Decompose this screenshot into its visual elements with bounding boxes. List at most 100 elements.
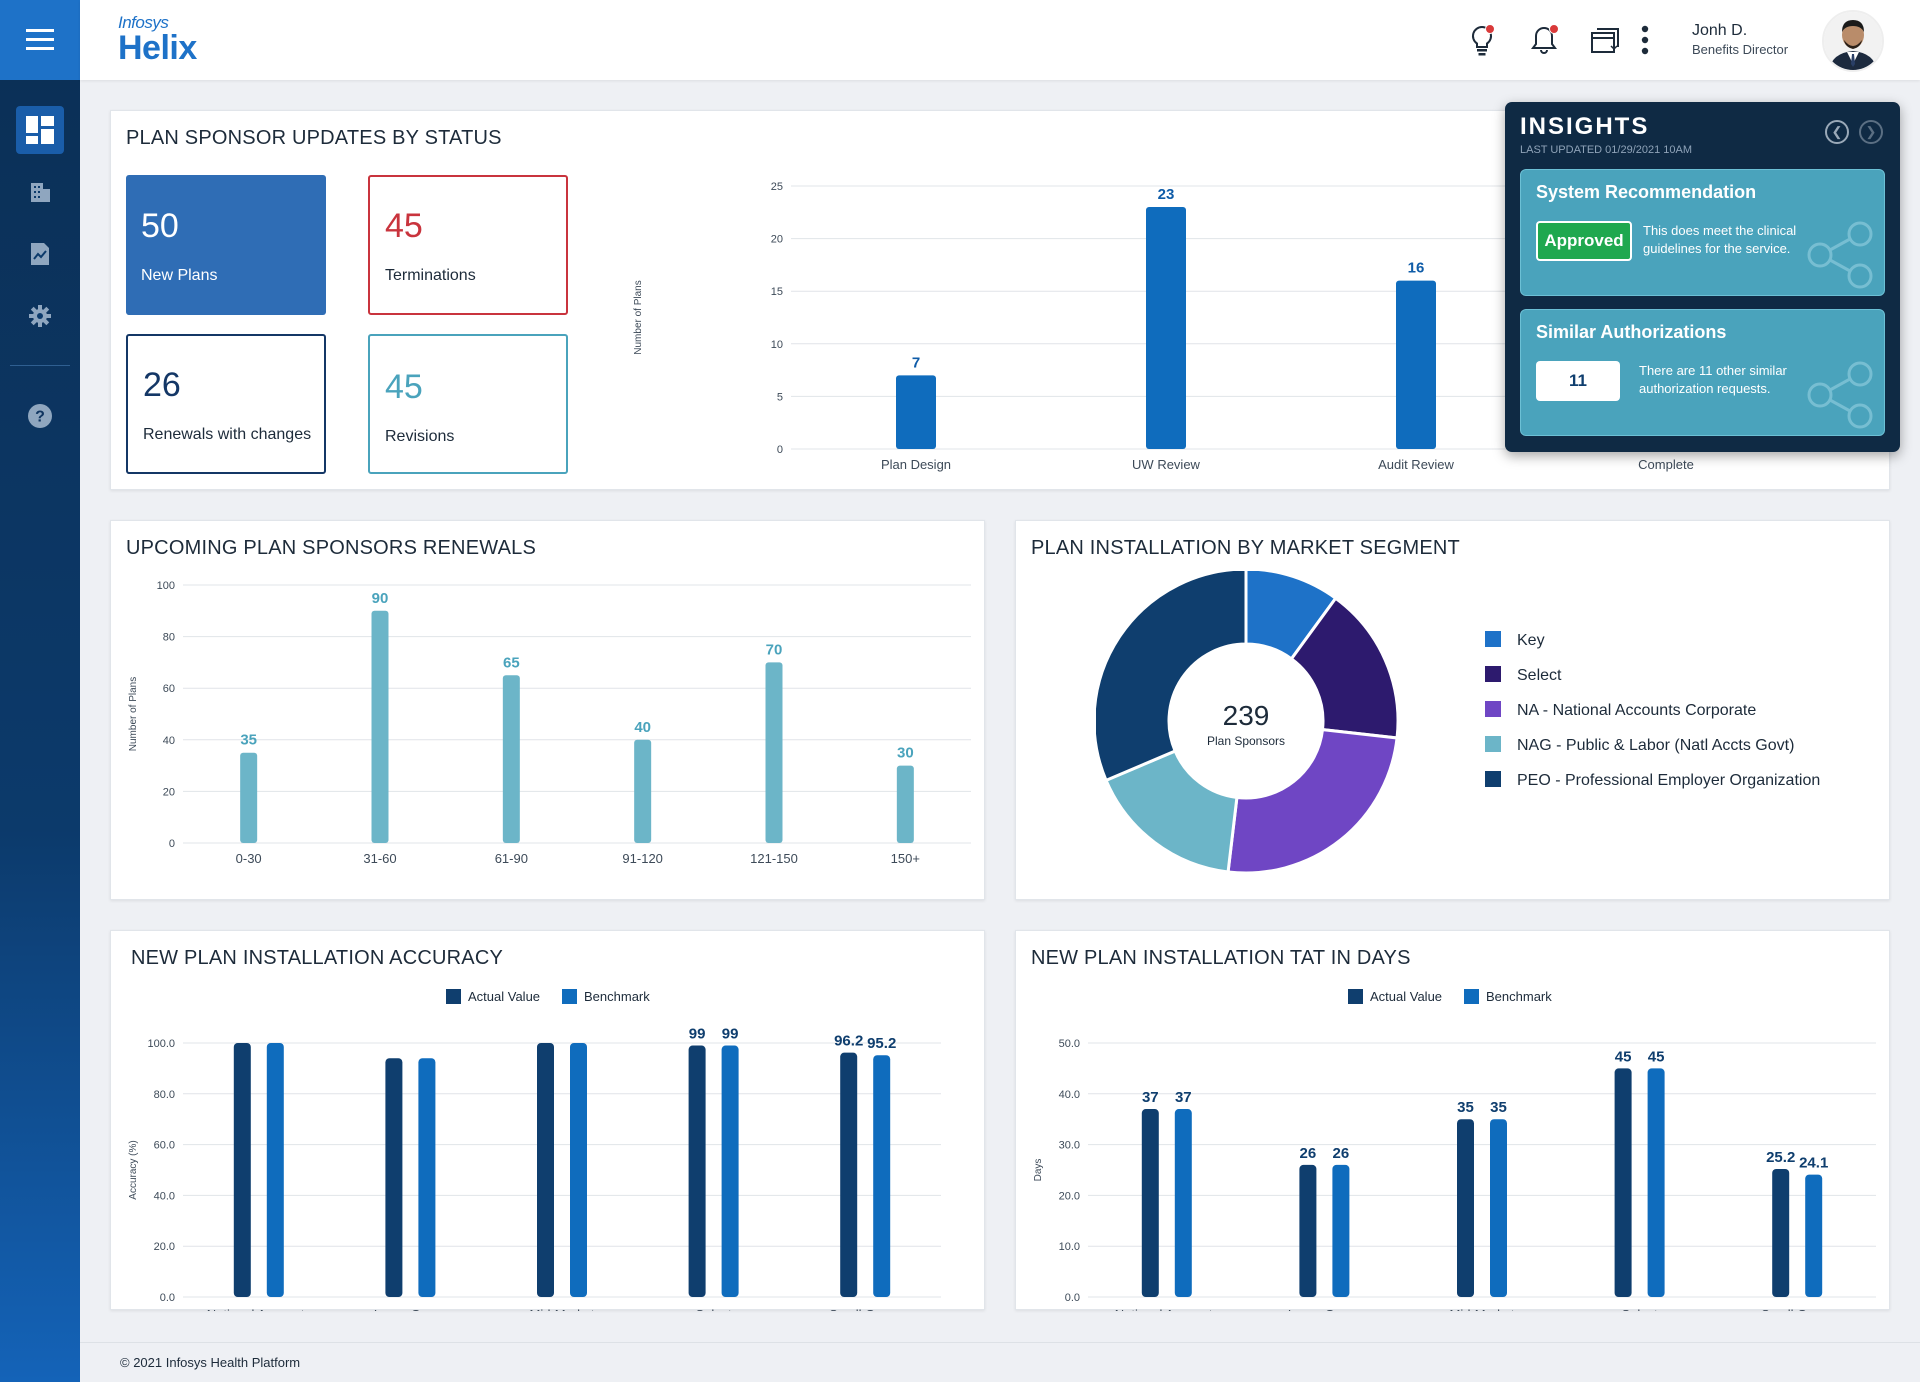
bar[interactable] — [1174, 1109, 1192, 1297]
sidebar-item-help[interactable]: ? — [16, 392, 64, 440]
card-title: NEW PLAN INSTALLATION ACCURACY — [131, 947, 503, 969]
y-tick-label: 50.0 — [1059, 1038, 1080, 1050]
stat-label: New Plans — [141, 267, 218, 284]
data-label: 16 — [1408, 260, 1425, 277]
data-label: 24.1 — [1799, 1155, 1828, 1172]
bar[interactable] — [537, 1043, 554, 1297]
legend-item[interactable]: PEO - Professional Employer Organization — [1485, 771, 1820, 790]
y-tick-label: 25 — [771, 181, 783, 193]
bar[interactable] — [1457, 1119, 1474, 1297]
donut-slice[interactable] — [1226, 727, 1399, 875]
bar[interactable] — [371, 610, 389, 843]
bar[interactable] — [896, 765, 914, 843]
stat-tile-renewals-with-changes[interactable]: 26 Renewals with changes — [126, 334, 326, 474]
copyright-text: © 2021 Infosys Health Platform — [120, 1355, 301, 1370]
bar[interactable] — [233, 1043, 251, 1297]
y-tick-label: 40.0 — [1059, 1089, 1080, 1101]
legend-item[interactable]: Select — [1485, 666, 1561, 685]
upcoming-renewals-card: UPCOMING PLAN SPONSORS RENEWALS 0 20 40 60 8… — [110, 520, 985, 900]
legend-label: NAG - Public & Labor (Natl Accts Govt) — [1517, 737, 1795, 754]
legend-item[interactable]: Key — [1485, 631, 1545, 650]
data-label: 70 — [766, 641, 783, 658]
similar-title: Similar Authorizations — [1536, 322, 1727, 342]
hamburger-menu-button[interactable] — [0, 0, 80, 80]
avatar-image — [1824, 12, 1882, 70]
notifications-button[interactable] — [1522, 18, 1566, 62]
legend-label: PEO - Professional Employer Organization — [1517, 772, 1821, 789]
bar[interactable] — [634, 739, 652, 843]
insights-next-button[interactable]: ❯ — [1859, 120, 1883, 144]
logo-infosys-text: Infosys — [118, 13, 169, 32]
x-tick-label: Large Group — [374, 1307, 447, 1311]
sidebar-item-settings[interactable] — [16, 292, 64, 340]
gear-icon — [29, 305, 51, 327]
footer: © 2021 Infosys Health Platform — [80, 1342, 1920, 1382]
y-tick-label: 60.0 — [154, 1140, 175, 1152]
bar[interactable] — [1772, 1168, 1790, 1297]
x-tick-label: 121-150 — [750, 851, 798, 866]
bar[interactable] — [1141, 1109, 1159, 1297]
x-tick-label: Complete — [1638, 457, 1694, 472]
legend-swatch — [1485, 736, 1501, 752]
legend-label: NA - National Accounts Corporate — [1517, 702, 1757, 719]
system-recommendation-card[interactable]: System Recommendation Approved This does… — [1520, 169, 1885, 296]
bar[interactable] — [688, 1045, 706, 1297]
x-tick-label: 0-30 — [236, 851, 262, 866]
tat-grouped-bar-chart: 0.0 10.0 20.0 30.0 40.0 50.0 Days Actual Value B… — [1033, 989, 1876, 1311]
bar[interactable] — [840, 1052, 858, 1297]
stat-tile-revisions[interactable]: 45 Revisions — [368, 334, 568, 474]
bar[interactable] — [721, 1045, 739, 1297]
donut-slice[interactable] — [1096, 571, 1248, 783]
bar[interactable] — [1396, 280, 1436, 449]
building-icon — [31, 183, 50, 202]
more-options-button[interactable] — [1633, 18, 1657, 62]
bar[interactable] — [873, 1055, 891, 1297]
sidebar-item-reports[interactable] — [16, 230, 64, 278]
legend-item[interactable]: NAG - Public & Labor (Natl Accts Govt) — [1485, 736, 1794, 755]
bar[interactable] — [385, 1058, 403, 1297]
stat-value: 50 — [141, 207, 179, 245]
stat-tile-new-plans[interactable]: 50 New Plans — [126, 175, 326, 315]
status-bar-chart: 0 5 10 15 20 25 Number of Plans Plan Design 7 UW … — [633, 181, 1791, 472]
user-name: Jonh D. — [1692, 22, 1748, 39]
y-tick-label: 40 — [163, 735, 175, 747]
bar[interactable] — [896, 375, 936, 449]
bar[interactable] — [1647, 1068, 1665, 1297]
bar[interactable] — [1614, 1068, 1632, 1297]
bar[interactable] — [418, 1058, 436, 1297]
bar[interactable] — [1805, 1174, 1823, 1297]
bar[interactable] — [1490, 1119, 1507, 1297]
bar[interactable] — [765, 662, 783, 843]
vertical-dots-icon — [1641, 25, 1649, 55]
legend-item[interactable]: NA - National Accounts Corporate — [1485, 701, 1756, 720]
similar-authorizations-card[interactable]: Similar Authorizations 11 There are 11 o… — [1520, 309, 1885, 436]
legend-swatch — [1464, 989, 1479, 1004]
notification-dot — [1485, 24, 1495, 34]
data-label: 40 — [634, 719, 651, 736]
data-label: 23 — [1158, 186, 1175, 203]
data-label: 45 — [1615, 1048, 1632, 1065]
sidebar-item-dashboard[interactable] — [16, 106, 64, 154]
insights-prev-button[interactable]: ❮ — [1825, 120, 1849, 144]
bar[interactable] — [1332, 1164, 1350, 1297]
sidebar: ? — [0, 0, 80, 1382]
bar[interactable] — [266, 1043, 284, 1297]
x-tick-label: Select — [1622, 1307, 1659, 1311]
bar[interactable] — [240, 752, 258, 843]
bar[interactable] — [502, 675, 520, 843]
y-tick-label: 80 — [163, 632, 175, 644]
sidebar-item-organizations[interactable] — [16, 168, 64, 216]
ideas-button[interactable] — [1460, 18, 1504, 62]
y-tick-label: 0.0 — [1065, 1292, 1080, 1304]
data-label: 37 — [1142, 1089, 1159, 1106]
stat-value: 45 — [385, 368, 423, 406]
user-avatar[interactable] — [1822, 10, 1884, 72]
y-tick-label: 20 — [163, 786, 175, 798]
stat-tile-terminations[interactable]: 45 Terminations — [368, 175, 568, 315]
infosys-helix-logo[interactable]: Infosys Helix — [118, 14, 197, 65]
bar[interactable] — [570, 1043, 587, 1297]
switch-apps-button[interactable] — [1583, 18, 1627, 62]
bar[interactable] — [1146, 207, 1186, 449]
legend-label: Benchmark — [1486, 989, 1552, 1004]
bar[interactable] — [1299, 1164, 1317, 1297]
